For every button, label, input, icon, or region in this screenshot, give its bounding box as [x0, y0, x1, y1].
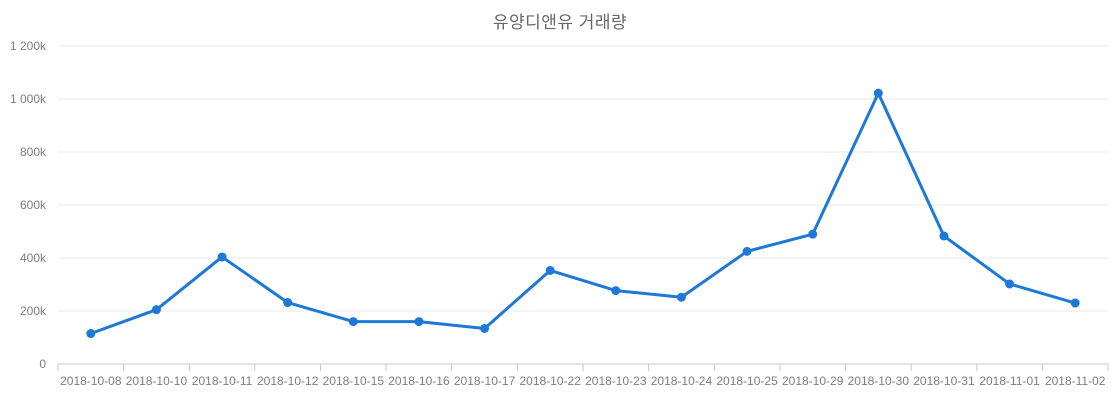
- x-axis-label: 2018-10-12: [257, 374, 319, 388]
- x-axis-label: 2018-10-24: [651, 374, 713, 388]
- data-point[interactable]: [873, 88, 883, 98]
- data-point[interactable]: [1070, 298, 1080, 308]
- data-point[interactable]: [676, 292, 686, 302]
- data-point[interactable]: [742, 246, 752, 256]
- x-axis-label: 2018-10-17: [454, 374, 516, 388]
- y-axis-label: 1 000k: [10, 92, 47, 106]
- data-point[interactable]: [480, 323, 490, 333]
- data-point[interactable]: [1005, 279, 1015, 289]
- data-point[interactable]: [545, 265, 555, 275]
- x-axis-label: 2018-10-11: [192, 374, 253, 388]
- y-axis-label: 0: [39, 357, 46, 371]
- data-point[interactable]: [348, 317, 358, 327]
- x-axis-label: 2018-10-29: [782, 374, 844, 388]
- x-axis-label: 2018-10-10: [126, 374, 188, 388]
- data-point[interactable]: [808, 229, 818, 239]
- data-point[interactable]: [414, 317, 424, 327]
- x-axis-label: 2018-11-01: [979, 374, 1040, 388]
- data-point[interactable]: [939, 231, 949, 241]
- data-point[interactable]: [151, 305, 161, 315]
- x-axis-label: 2018-10-16: [388, 374, 450, 388]
- x-axis-label: 2018-10-22: [519, 374, 581, 388]
- y-axis-label: 200k: [20, 304, 47, 318]
- y-axis-label: 800k: [20, 145, 47, 159]
- y-axis-label: 600k: [20, 198, 47, 212]
- data-point[interactable]: [86, 329, 96, 339]
- x-axis-label: 2018-10-30: [848, 374, 910, 388]
- x-axis-label: 2018-10-25: [716, 374, 778, 388]
- x-axis-label: 2018-10-08: [60, 374, 122, 388]
- series-line: [89, 91, 1077, 336]
- data-point[interactable]: [217, 252, 227, 262]
- y-axis-label: 400k: [20, 251, 47, 265]
- x-axis-label: 2018-10-15: [323, 374, 385, 388]
- x-axis-label: 2018-11-02: [1045, 374, 1106, 388]
- chart-title: 유양디앤유 거래량: [492, 13, 628, 32]
- x-axis-label: 2018-10-31: [913, 374, 975, 388]
- x-axis-label: 2018-10-23: [585, 374, 647, 388]
- data-point[interactable]: [611, 286, 621, 296]
- data-point[interactable]: [283, 298, 293, 308]
- y-axis-label: 1 200k: [10, 39, 47, 53]
